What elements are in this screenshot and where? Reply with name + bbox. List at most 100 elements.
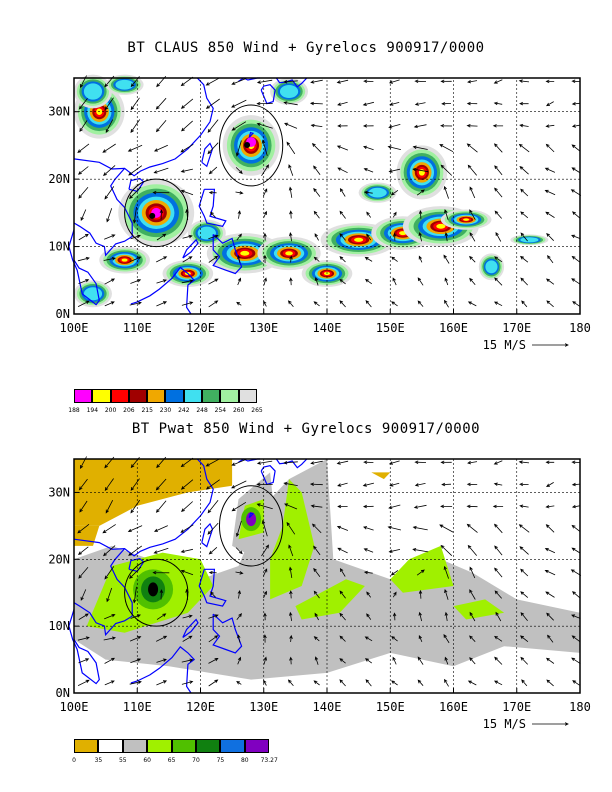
wind-vector <box>263 277 267 286</box>
wind-vector <box>392 277 397 286</box>
wind-vector <box>418 255 423 263</box>
wind-vector <box>77 300 90 307</box>
lon-tick-label: 110E <box>123 321 152 335</box>
wind-vector <box>159 209 164 220</box>
wind-vector <box>416 569 425 576</box>
wind-vector <box>339 256 346 263</box>
wind-vector <box>208 300 219 308</box>
wind-vector <box>288 566 293 578</box>
wind-vector <box>388 79 400 84</box>
wind-vector <box>256 460 273 465</box>
wind-vector <box>545 124 555 128</box>
coastline <box>73 168 133 257</box>
colorbar-swatch <box>92 389 111 403</box>
cloud-contour <box>83 83 103 100</box>
wind-vector <box>231 480 247 489</box>
wind-vector <box>261 544 270 557</box>
wind-vector <box>235 191 244 195</box>
wind-vector <box>362 124 374 128</box>
wind-vector <box>236 233 242 241</box>
wind-vector <box>339 188 346 197</box>
wind-vector <box>545 79 555 84</box>
coastline <box>130 266 196 315</box>
wind-vector <box>467 79 478 84</box>
wind-vector <box>364 658 373 664</box>
wind-vector <box>492 504 504 509</box>
wind-vector <box>289 656 293 665</box>
wind-vector <box>418 209 423 219</box>
lon-tick-label: 160E <box>439 700 468 714</box>
wind-vector <box>208 570 217 575</box>
colorbar-label: 206 <box>123 407 135 414</box>
pwat-region <box>270 479 315 600</box>
wind-vector <box>366 591 372 598</box>
lat-tick-label: 10N <box>48 240 70 254</box>
wind-vector <box>493 523 503 534</box>
wind-vector <box>571 614 581 619</box>
coastline <box>182 618 199 638</box>
colorbar-label: 70 <box>192 757 200 764</box>
wind-vector <box>208 278 219 285</box>
wind-vector <box>103 636 116 641</box>
lon-tick-label: 140E <box>313 700 342 714</box>
wind-vector <box>493 79 503 84</box>
lon-tick-label: 150E <box>376 700 405 714</box>
colorbar-label: 242 <box>178 407 190 414</box>
wind-vector <box>390 570 399 576</box>
wind-vector <box>339 658 346 664</box>
wind-vector <box>261 164 270 177</box>
wind-vector <box>182 635 193 642</box>
wind-vector <box>78 567 89 579</box>
wind-vector <box>466 504 478 509</box>
wind-vector <box>313 590 320 599</box>
wind-vector <box>180 168 193 173</box>
wind-vector <box>263 612 267 621</box>
wind-vector <box>262 568 268 577</box>
wind-vector <box>339 679 346 687</box>
wind-vector <box>366 613 372 620</box>
wind-vector <box>182 614 193 619</box>
wind-vector <box>546 612 554 621</box>
wind-vector <box>283 79 298 84</box>
wind-vector <box>78 233 89 241</box>
wind-vector <box>79 120 88 133</box>
wind-vector <box>547 634 554 643</box>
wind-vector <box>494 635 503 642</box>
wind-vector <box>106 208 113 223</box>
wind-vector <box>493 482 503 486</box>
wind-vector <box>571 101 580 106</box>
wind-vector <box>77 636 90 641</box>
wind-vector <box>80 589 87 601</box>
wind-vector <box>571 144 581 152</box>
wind-vector <box>102 545 116 557</box>
wind-vector <box>571 524 581 533</box>
wind-vector <box>392 232 397 241</box>
lon-tick-label: 110E <box>123 700 152 714</box>
wind-vector <box>289 232 293 242</box>
wind-vector <box>493 680 503 686</box>
wind-vector <box>181 120 193 132</box>
wind-vector <box>181 301 194 306</box>
wind-vector <box>493 460 503 465</box>
wind-vector <box>314 277 319 286</box>
wind-vector <box>469 566 476 579</box>
lon-tick-label: 100E <box>60 321 89 335</box>
wind-vector <box>77 143 90 153</box>
wind-vector <box>78 658 90 664</box>
lat-tick-label: 30N <box>48 485 70 499</box>
wind-vector <box>392 591 397 598</box>
wind-vector <box>104 614 116 620</box>
wind-vector <box>156 680 168 686</box>
wind-vector <box>389 482 400 487</box>
wind-vector <box>155 500 167 513</box>
wind-vector <box>77 166 89 175</box>
lat-tick-label: 0N <box>56 307 70 321</box>
wind-vector <box>412 167 429 173</box>
wind-vector <box>545 591 555 598</box>
wind-vector <box>284 503 298 510</box>
wind-vector <box>313 256 320 262</box>
gyre-location <box>218 104 284 187</box>
wind-vector <box>156 301 168 307</box>
colorbar-swatch <box>128 389 148 403</box>
wind-vector <box>520 568 529 577</box>
